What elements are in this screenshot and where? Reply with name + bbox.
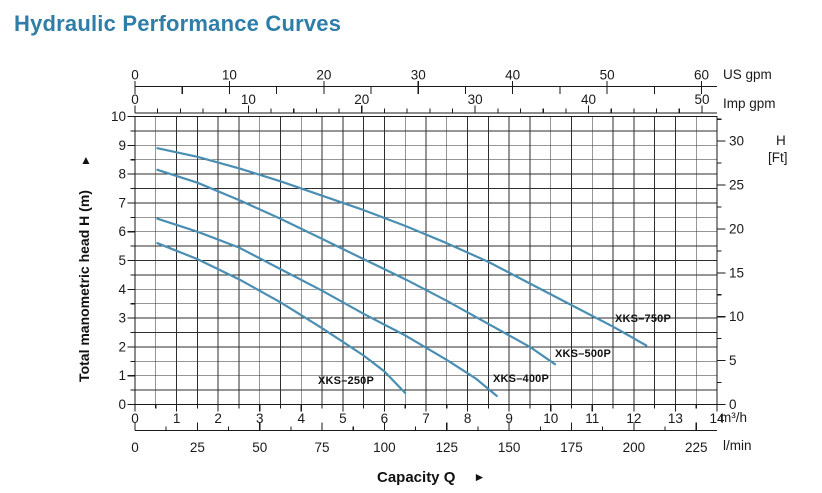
tick-label: 12	[626, 411, 641, 426]
tick-label: 10	[729, 309, 744, 324]
tick-label: 0	[131, 68, 139, 83]
tick-label: 5	[118, 253, 126, 268]
y-axis-title: Total manometric head H (m)	[76, 190, 92, 382]
tick-label: 20	[316, 68, 331, 83]
m3h-unit-label: m³/h	[720, 410, 747, 425]
lmin-unit-label: l/min	[723, 438, 752, 453]
ft-axis-unit-ft: [Ft]	[768, 150, 788, 165]
tick-label: 75	[315, 440, 330, 455]
tick-label: 30	[468, 92, 483, 107]
tick-label: 6	[381, 411, 389, 426]
tick-label: 20	[729, 221, 744, 236]
tick-label: 40	[581, 92, 596, 107]
x-axis-title-text: Capacity Q	[377, 469, 456, 486]
tick-label: 30	[729, 134, 744, 149]
tick-label: 10	[111, 109, 126, 124]
tick-label: 1	[118, 368, 126, 383]
tick-label: 2	[118, 339, 126, 354]
tick-label: 10	[241, 92, 256, 107]
tick-label: 150	[498, 440, 521, 455]
tick-label: 10	[222, 68, 237, 83]
tick-label: 5	[729, 353, 737, 368]
tick-label: 0	[131, 440, 139, 455]
tick-label: 0	[131, 411, 139, 426]
tick-label: 8	[118, 167, 126, 182]
tick-label: 6	[118, 224, 126, 239]
tick-label: 0	[729, 397, 737, 412]
tick-label: 5	[339, 411, 347, 426]
tick-label: 13	[668, 411, 683, 426]
tick-label: 1	[173, 411, 181, 426]
tick-label: 50	[252, 440, 267, 455]
tick-label: 200	[623, 440, 646, 455]
tick-label: 50	[600, 68, 615, 83]
tick-label: 11	[585, 411, 599, 426]
tick-label: 7	[422, 411, 430, 426]
curve-label-xks-750p: XKS–750P	[615, 313, 672, 325]
tick-label: 50	[694, 92, 709, 107]
tick-label: 7	[118, 195, 126, 210]
us-gpm-unit-label: US gpm	[723, 67, 772, 82]
up-arrow-icon: ▲	[80, 153, 92, 167]
tick-label: 125	[436, 440, 459, 455]
performance-curve-XKS–400P	[156, 217, 498, 397]
imp-gpm-unit-label: Imp gpm	[723, 96, 776, 111]
tick-label: 15	[729, 265, 744, 280]
tick-label: 225	[685, 440, 708, 455]
tick-label: 25	[729, 178, 744, 193]
performance-curve-XKS–500P	[156, 168, 557, 366]
tick-label: 3	[256, 411, 264, 426]
tick-label: 14	[709, 411, 725, 426]
performance-curve-XKS–750P	[156, 147, 648, 347]
tick-label: 8	[464, 411, 472, 426]
tick-label: 60	[694, 68, 709, 83]
page-title: Hydraulic Performance Curves	[14, 11, 342, 36]
tick-label: 9	[505, 411, 513, 426]
tick-label: 9	[118, 138, 126, 153]
tick-label: 4	[118, 282, 126, 297]
tick-label: 25	[190, 440, 205, 455]
tick-label: 40	[505, 68, 520, 83]
tick-label: 20	[354, 92, 369, 107]
tick-label: 0	[131, 92, 139, 107]
curve-label-xks-400p: XKS–400P	[493, 373, 550, 385]
curve-label-xks-500p: XKS–500P	[555, 348, 612, 360]
tick-label: 4	[298, 411, 306, 426]
curve-label-xks-250p: XKS–250P	[318, 375, 375, 387]
tick-label: 30	[411, 68, 426, 83]
tick-label: 2	[214, 411, 222, 426]
tick-label: 10	[543, 411, 558, 426]
tick-label: 100	[373, 440, 396, 455]
tick-label: 175	[560, 440, 583, 455]
performance-curve-XKS–250P	[156, 242, 407, 395]
tick-label: 3	[118, 311, 126, 326]
ft-axis-unit-h: H	[776, 133, 786, 148]
tick-label: 0	[118, 397, 126, 412]
x-axis-title: Capacity Q ►	[377, 469, 485, 486]
right-arrow-icon: ►	[473, 470, 486, 484]
